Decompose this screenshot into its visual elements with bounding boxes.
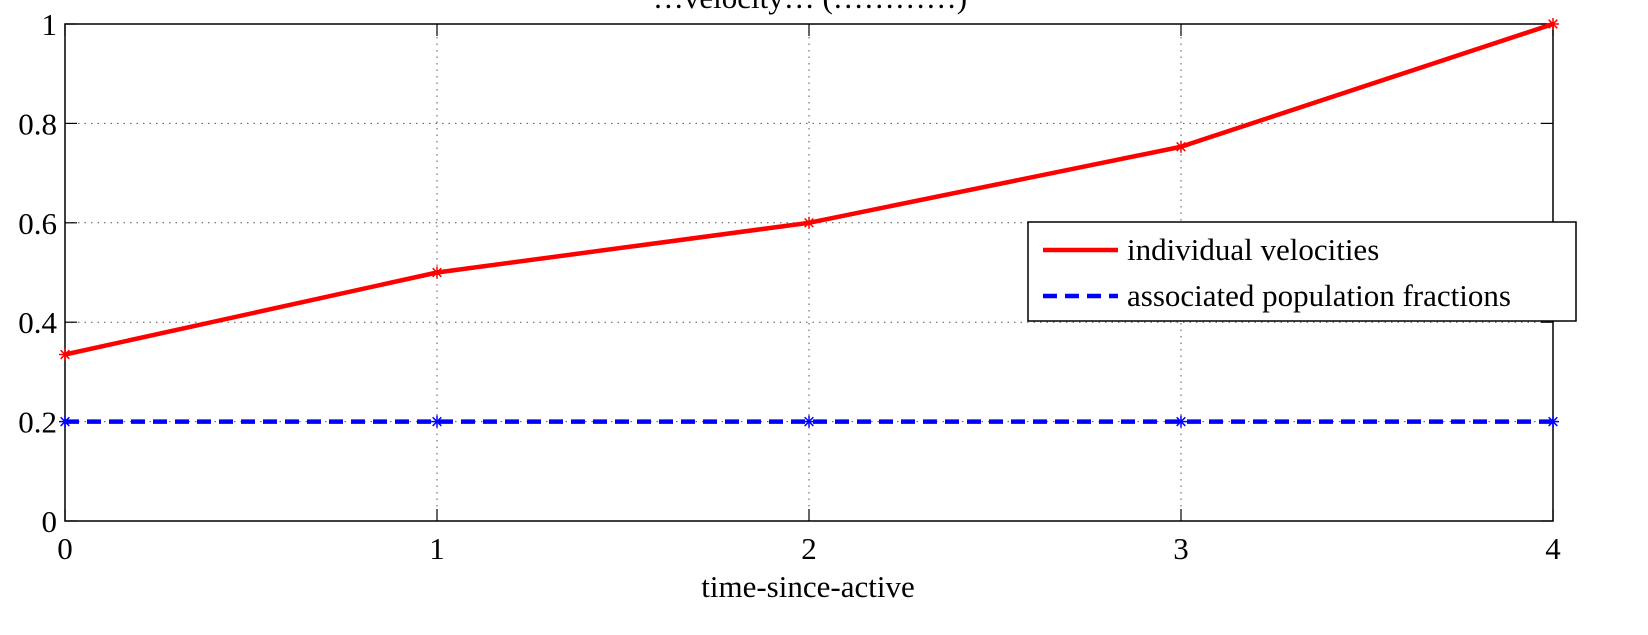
- x-tick-label: 0: [57, 531, 73, 566]
- data-point-marker: [431, 266, 443, 279]
- data-point-marker: [59, 415, 71, 428]
- data-point-marker: [59, 348, 71, 361]
- x-tick-labels: 0 1 2 3 4: [57, 531, 1561, 566]
- x-tick-label: 2: [801, 531, 817, 566]
- y-tick-labels: 0 0.2 0.4 0.6 0.8 1: [18, 7, 57, 539]
- y-tick-label: 1: [42, 7, 58, 42]
- data-point-marker: [1175, 415, 1187, 428]
- data-point-marker: [803, 216, 815, 229]
- data-point-marker: [431, 415, 443, 428]
- x-axis-label: time-since-active: [701, 569, 914, 604]
- legend-box: [1027, 221, 1577, 322]
- legend-label-individual-velocities: individual velocities: [1127, 232, 1379, 267]
- data-point-marker: [1547, 415, 1559, 428]
- series-layer: [59, 18, 1559, 428]
- x-tick-label: 1: [429, 531, 445, 566]
- y-tick-label: 0: [42, 504, 58, 539]
- data-point-marker: [803, 415, 815, 428]
- series-individual-velocities: [59, 18, 1559, 361]
- series-associated-population-fractions: [59, 415, 1559, 428]
- y-tick-label: 0.8: [18, 106, 57, 141]
- x-tick-label: 3: [1173, 531, 1189, 566]
- x-tick-label: 4: [1545, 531, 1561, 566]
- legend: individual velocities associated populat…: [1027, 221, 1577, 322]
- y-tick-label: 0.2: [18, 405, 57, 440]
- y-tick-label: 0.4: [18, 305, 57, 340]
- legend-label-associated-population-fractions: associated population fractions: [1127, 278, 1511, 313]
- chart-title: …velocity… (…………): [653, 0, 967, 15]
- data-point-marker: [1175, 140, 1187, 153]
- y-tick-label: 0.6: [18, 206, 57, 241]
- data-point-marker: [1547, 18, 1559, 30]
